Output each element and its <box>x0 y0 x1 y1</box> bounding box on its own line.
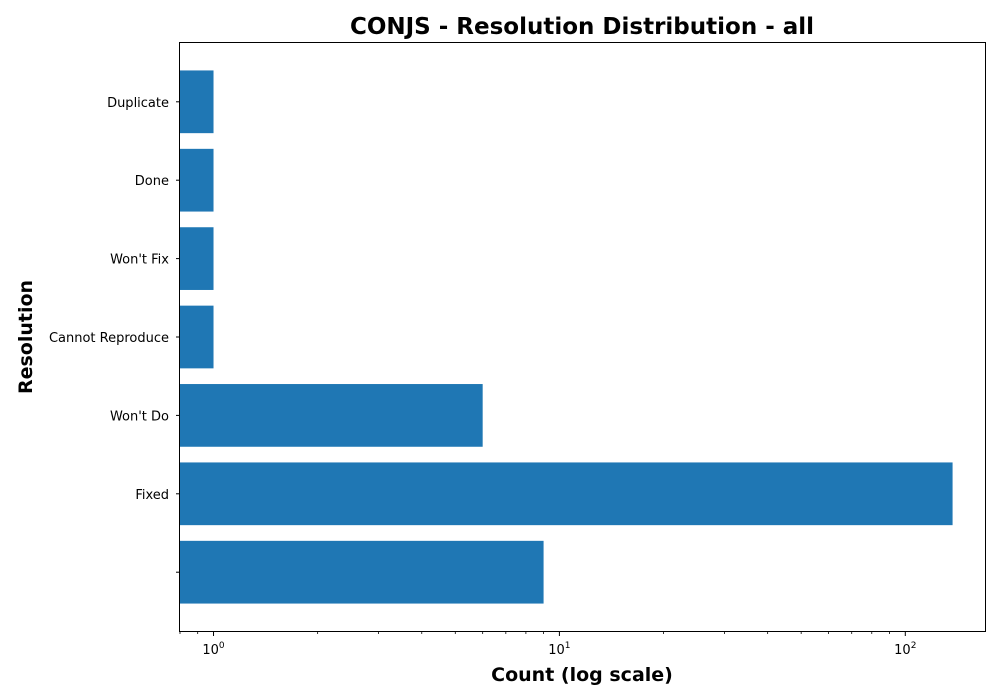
y-axis-ticks: Fixed Won't Do Cannot Reproduce Won't Fix Do… <box>49 96 180 573</box>
x-tick-label: 100 <box>202 641 225 658</box>
x-tick-label-exponent: 0 <box>219 641 225 651</box>
y-tick-label: Won't Do <box>110 409 169 424</box>
bars-layer <box>180 70 953 604</box>
plot-area-frame <box>179 42 986 632</box>
y-axis-label: Resolution <box>15 280 37 394</box>
x-tick-label-base: 10 <box>202 643 219 658</box>
x-tick-label-base: 10 <box>548 643 565 658</box>
x-tick-label-exponent: 2 <box>911 641 917 651</box>
bar <box>180 384 483 447</box>
chart-title: CONJS - Resolution Distribution - all <box>350 14 814 40</box>
x-tick-label-exponent: 1 <box>565 641 571 651</box>
x-axis-ticks: 100 101 102 <box>179 631 916 658</box>
x-tick-label-base: 10 <box>894 643 911 658</box>
y-tick-label: Won't Fix <box>110 253 169 268</box>
x-tick-label: 102 <box>894 641 916 658</box>
bar <box>180 540 544 604</box>
bar <box>180 70 214 134</box>
x-tick-label: 101 <box>548 641 570 658</box>
bar <box>180 305 214 369</box>
y-tick-label: Fixed <box>135 488 169 503</box>
bar <box>180 148 214 212</box>
bar <box>180 227 214 290</box>
bar <box>180 462 953 526</box>
y-tick-label: Done <box>135 174 169 189</box>
y-tick-label: Cannot Reproduce <box>49 331 169 346</box>
x-axis-label: Count (log scale) <box>491 664 673 686</box>
y-tick-label: Duplicate <box>107 96 169 111</box>
